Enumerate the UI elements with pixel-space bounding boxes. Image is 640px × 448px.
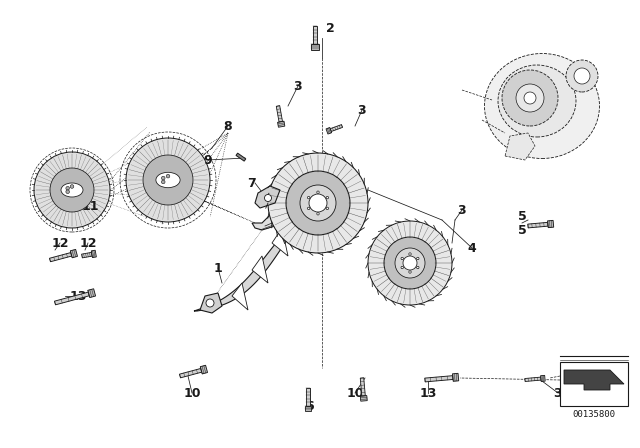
Circle shape	[300, 185, 336, 221]
Ellipse shape	[484, 53, 600, 159]
Circle shape	[126, 138, 210, 222]
Polygon shape	[92, 250, 97, 258]
Circle shape	[502, 70, 558, 126]
Circle shape	[143, 155, 193, 205]
Text: 1: 1	[214, 262, 222, 275]
Polygon shape	[232, 283, 248, 310]
Text: 10: 10	[183, 387, 201, 400]
Text: 13: 13	[419, 387, 436, 400]
Polygon shape	[326, 128, 332, 134]
Circle shape	[401, 257, 403, 260]
Polygon shape	[179, 368, 202, 378]
Circle shape	[70, 185, 74, 188]
Circle shape	[66, 186, 70, 190]
Polygon shape	[276, 106, 282, 122]
Polygon shape	[525, 377, 541, 382]
Text: 7: 7	[248, 177, 257, 190]
Circle shape	[286, 171, 350, 235]
Ellipse shape	[156, 172, 180, 188]
Circle shape	[166, 174, 170, 178]
Circle shape	[368, 221, 452, 305]
Circle shape	[34, 152, 110, 228]
Polygon shape	[311, 44, 319, 49]
Text: 3: 3	[458, 203, 467, 216]
Circle shape	[384, 237, 436, 289]
Circle shape	[161, 176, 165, 180]
Text: 2: 2	[326, 22, 334, 34]
Polygon shape	[305, 406, 311, 411]
Polygon shape	[54, 292, 90, 305]
Circle shape	[307, 207, 310, 210]
Text: 10: 10	[346, 387, 364, 400]
Circle shape	[409, 253, 411, 255]
Circle shape	[566, 60, 598, 92]
Circle shape	[409, 271, 411, 273]
Ellipse shape	[61, 183, 83, 197]
Circle shape	[66, 190, 70, 194]
Text: 8: 8	[224, 120, 232, 133]
Text: 12: 12	[79, 237, 97, 250]
Polygon shape	[200, 293, 222, 313]
Polygon shape	[564, 370, 624, 390]
Text: 6: 6	[306, 400, 314, 413]
Circle shape	[417, 266, 419, 269]
Circle shape	[206, 299, 214, 307]
Circle shape	[268, 153, 368, 253]
Polygon shape	[200, 365, 207, 374]
Circle shape	[574, 68, 590, 84]
Polygon shape	[313, 26, 317, 44]
Circle shape	[317, 191, 319, 194]
Polygon shape	[194, 206, 322, 311]
Polygon shape	[88, 289, 95, 297]
Polygon shape	[425, 376, 453, 382]
Circle shape	[395, 248, 425, 278]
Circle shape	[403, 256, 417, 270]
Polygon shape	[528, 222, 548, 228]
Polygon shape	[278, 121, 285, 127]
Text: 4: 4	[468, 241, 476, 254]
Polygon shape	[307, 388, 310, 406]
Polygon shape	[452, 373, 459, 381]
Circle shape	[326, 196, 328, 199]
Polygon shape	[252, 256, 268, 283]
Text: 3: 3	[554, 387, 563, 400]
Polygon shape	[330, 125, 342, 132]
Text: 9: 9	[204, 154, 212, 167]
Text: 5: 5	[518, 210, 526, 223]
Ellipse shape	[498, 65, 576, 137]
Polygon shape	[505, 133, 535, 160]
Circle shape	[401, 266, 403, 269]
Polygon shape	[541, 375, 545, 382]
Text: 5: 5	[518, 224, 526, 237]
Circle shape	[161, 180, 165, 184]
Bar	[560, 362, 628, 406]
Polygon shape	[548, 220, 554, 228]
Polygon shape	[236, 153, 246, 161]
Circle shape	[307, 196, 310, 199]
Polygon shape	[82, 252, 92, 258]
Circle shape	[326, 207, 328, 210]
Polygon shape	[49, 253, 72, 262]
Text: 00135800: 00135800	[573, 409, 616, 418]
Circle shape	[524, 92, 536, 104]
Text: 12: 12	[51, 237, 68, 250]
Polygon shape	[360, 378, 365, 396]
Circle shape	[317, 213, 319, 215]
Text: 13: 13	[69, 289, 86, 302]
Text: 11: 11	[81, 199, 99, 212]
Polygon shape	[360, 396, 367, 401]
Polygon shape	[255, 186, 280, 208]
Circle shape	[516, 84, 544, 112]
Polygon shape	[70, 250, 77, 258]
Polygon shape	[272, 228, 288, 256]
Circle shape	[309, 194, 327, 212]
Polygon shape	[252, 198, 322, 230]
Circle shape	[50, 168, 94, 212]
Circle shape	[264, 194, 271, 202]
Circle shape	[417, 257, 419, 260]
Text: 3: 3	[358, 103, 366, 116]
Text: 3: 3	[294, 79, 302, 92]
